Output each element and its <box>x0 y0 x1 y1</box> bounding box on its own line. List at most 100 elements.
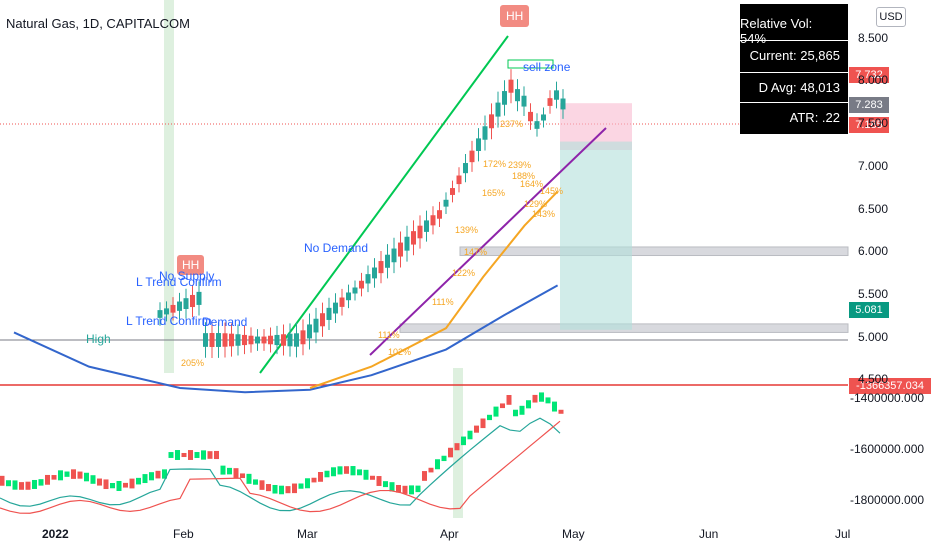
indicator-candle <box>396 484 401 493</box>
price-candle <box>346 292 351 301</box>
stat-current: Current: 25,865 <box>749 48 840 63</box>
indicator-candle <box>350 466 356 476</box>
price-candle <box>268 335 273 345</box>
indicator-candle <box>292 483 297 494</box>
price-badge-target-high: 7.732 <box>849 67 889 83</box>
indicator-candle <box>181 452 187 458</box>
percent-label: 122% <box>452 268 476 278</box>
price-candle <box>430 215 436 226</box>
indicator-candle <box>428 467 434 473</box>
price-candle <box>209 333 215 347</box>
indicator-candle <box>552 401 557 412</box>
stat-atr: ATR: .22 <box>789 110 840 125</box>
indicator-candle <box>0 475 5 486</box>
indicator-candle <box>110 483 115 489</box>
indicator-candle <box>324 470 330 478</box>
time-tick-label: Feb <box>173 527 194 541</box>
l-trend-confirm-label-2: L Trend Confirm <box>126 314 212 328</box>
indicator-candle <box>162 469 167 479</box>
time-tick-label: Mar <box>297 527 318 541</box>
indicator-ma-fast <box>0 417 561 512</box>
price-tick-label: 5.000 <box>858 329 889 344</box>
price-candle <box>339 297 345 307</box>
indicator-candle <box>370 475 375 480</box>
no-demand-label: No Demand <box>304 241 369 255</box>
percent-label: 237% <box>500 119 524 129</box>
price-tick-label: 6.500 <box>858 201 889 216</box>
indicator-candle <box>480 418 486 429</box>
indicator-candle <box>532 394 538 403</box>
indicator-candle <box>454 443 460 451</box>
price-candle <box>417 225 423 239</box>
indicator-candle <box>487 414 492 421</box>
indicator-candle <box>298 483 304 489</box>
indicator-candle <box>123 482 128 488</box>
indicator-candle <box>402 485 408 494</box>
price-candle <box>547 98 553 106</box>
price-candle <box>255 336 260 344</box>
indicator-candle <box>201 450 206 460</box>
indicator-candle <box>441 455 447 462</box>
percent-label: 165% <box>482 188 506 198</box>
price-candle <box>482 126 488 140</box>
indicator-candle <box>142 474 148 484</box>
price-tick-label: 8.000 <box>858 73 889 88</box>
moving-average-1 <box>309 190 559 389</box>
indicator-candle <box>240 473 245 479</box>
indicator-candle <box>188 450 193 460</box>
price-candle <box>515 89 520 102</box>
price-candle <box>229 333 234 347</box>
indicator-candle <box>513 409 518 417</box>
price-badge-current: 7.185 <box>849 117 889 133</box>
indicator-candle <box>539 392 544 402</box>
price-candle <box>502 91 507 105</box>
price-candle <box>203 333 208 347</box>
indicator-candle <box>227 467 232 475</box>
indicator-candle <box>500 403 505 409</box>
indicator-candle <box>337 466 343 475</box>
price-candle <box>352 287 358 294</box>
indicator-candle <box>545 397 551 404</box>
price-candle <box>437 210 442 219</box>
time-tick-label: 2022 <box>42 527 69 541</box>
indicator-candle <box>207 451 213 459</box>
price-candle <box>411 231 416 245</box>
indicator-candle <box>383 481 388 488</box>
price-candle <box>307 324 312 339</box>
price-candle <box>489 114 494 129</box>
indicator-candle <box>90 475 96 484</box>
indicator-candle <box>155 470 161 479</box>
price-candle <box>560 98 566 110</box>
currency-button[interactable]: USD <box>876 7 906 27</box>
price-candle <box>216 333 221 347</box>
indicator-candle <box>467 430 473 440</box>
price-tick-label: 6.000 <box>858 244 889 259</box>
percent-label: 164% <box>520 179 544 189</box>
indicator-candle <box>25 481 31 490</box>
indicator-candle <box>194 452 200 458</box>
highlight-band <box>453 368 463 518</box>
price-candle <box>170 304 176 313</box>
price-candle <box>521 95 527 107</box>
stat-relative-vol: Relative Vol: 54% <box>740 16 813 46</box>
percent-label: 111% <box>378 330 400 340</box>
time-tick-label: Jun <box>699 527 719 541</box>
sell-zone-label: sell zone <box>523 60 571 74</box>
trend-line-green <box>259 35 509 374</box>
percent-label: 111% <box>432 297 454 307</box>
indicator-ma-slow <box>0 420 561 514</box>
price-candle <box>534 121 540 129</box>
price-candle <box>469 150 475 163</box>
price-candle <box>183 298 189 310</box>
stat-divider <box>740 40 848 41</box>
indicator-candle <box>279 485 284 495</box>
price-candle <box>320 313 325 327</box>
indicator-candle <box>363 469 369 480</box>
high-label: High <box>86 332 111 346</box>
price-candle <box>456 175 462 185</box>
price-candle <box>424 220 429 232</box>
price-tick-label: 7.500 <box>858 116 889 131</box>
price-candle <box>326 307 332 320</box>
